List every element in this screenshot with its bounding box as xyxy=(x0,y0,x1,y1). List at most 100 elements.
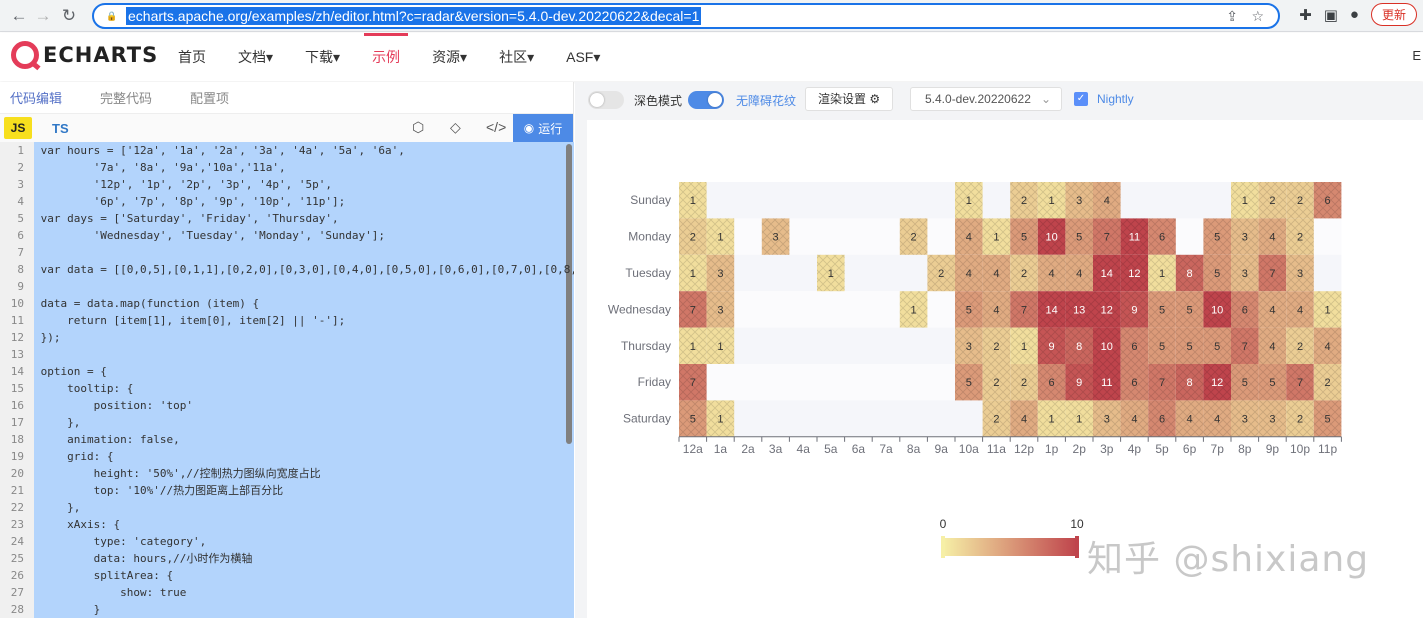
forward-icon[interactable]: → xyxy=(34,6,52,25)
tab-code-edit[interactable]: 代码编辑 xyxy=(10,91,63,106)
nav-item-download[interactable]: 下载▾ xyxy=(305,49,341,65)
visualmap-handle-min[interactable] xyxy=(941,536,945,558)
language-switch[interactable]: E xyxy=(1412,48,1421,63)
code-line[interactable]: 24 type: 'category', xyxy=(0,533,564,550)
code-line[interactable]: 17 }, xyxy=(0,414,564,431)
lang-ts-button[interactable]: TS xyxy=(52,120,69,136)
code-line[interactable]: 2 '7a', '8a', '9a','10a','11a', xyxy=(0,159,564,176)
x-axis-label: 10p xyxy=(1290,442,1310,456)
code-line[interactable]: 12 }); xyxy=(0,329,564,346)
nightly-checkbox[interactable]: ✓ xyxy=(1074,92,1088,106)
decal-toggle[interactable] xyxy=(688,91,724,109)
decal-pattern xyxy=(817,254,845,292)
code-line[interactable]: 14 option = { xyxy=(0,363,564,380)
reload-icon[interactable]: ↻ xyxy=(61,6,77,25)
profile-icon[interactable]: ● xyxy=(1349,6,1359,23)
tab-full-code[interactable]: 完整代码 xyxy=(100,91,153,106)
line-number: 13 xyxy=(0,346,34,363)
nav-item-docs[interactable]: 文档▾ xyxy=(238,49,274,65)
decal-pattern xyxy=(1231,291,1259,328)
code-text: grid: { xyxy=(34,450,114,463)
code-line[interactable]: 28 } xyxy=(0,601,564,618)
code-line[interactable]: 5 var days = ['Saturday', 'Friday', 'Thu… xyxy=(0,210,564,227)
code-line[interactable]: 22 }, xyxy=(0,499,564,516)
heatmap-chart[interactable]: 1 1 2 1 3 4 1 2 2 62 1 3 2 4 1 5 10 5 7 11 6 5 3 4 21 3 1 2 4 4 2 4 4 14 1… xyxy=(587,120,1423,618)
code-line[interactable]: 25 data: hours,//小时作为横轴 xyxy=(0,550,564,567)
address-bar[interactable]: 🔒 echarts.apache.org/examples/zh/editor.… xyxy=(92,3,1280,29)
line-number: 16 xyxy=(0,397,34,414)
decal-pattern xyxy=(1120,327,1149,364)
code-line[interactable]: 16 position: 'top' xyxy=(0,397,564,414)
decal-pattern xyxy=(679,291,707,328)
site-header: ECHARTS 首页 文档▾ 下载▾ 示例 资源▾ 社区▾ ASF▾ E xyxy=(0,33,1423,81)
code-line[interactable]: 15 tooltip: { xyxy=(0,380,564,397)
cell-label: 3 xyxy=(1297,268,1303,280)
nav-item-examples[interactable]: 示例 xyxy=(356,33,416,81)
cell-label: 1 xyxy=(993,232,999,244)
cell-label: 2 xyxy=(993,377,999,389)
x-axis-label: 5a xyxy=(824,442,838,456)
code-line[interactable]: 11 return [item[1], item[0], item[2] || … xyxy=(0,312,564,329)
code-editor[interactable]: 1 var hours = ['12a', '1a', '2a', '3a', … xyxy=(0,142,574,618)
line-number: 26 xyxy=(0,567,34,584)
code-line[interactable]: 6 'Wednesday', 'Tuesday', 'Monday', 'Sun… xyxy=(0,227,564,244)
nav-item-home[interactable]: 首页 xyxy=(178,49,206,65)
echarts-logo[interactable]: ECHARTS xyxy=(11,41,158,69)
star-icon[interactable]: ☆ xyxy=(1251,8,1264,24)
code-line[interactable]: 27 show: true xyxy=(0,584,564,601)
back-icon[interactable]: ← xyxy=(10,6,28,25)
code-line[interactable]: 20 height: '50%',//控制热力图纵向宽度占比 xyxy=(0,465,564,482)
code-text: show: true xyxy=(34,586,187,599)
run-button[interactable]: ◉ 运行 xyxy=(513,114,573,142)
sidepanel-icon[interactable]: ▣ xyxy=(1323,6,1338,24)
nav-item-asf[interactable]: ASF▾ xyxy=(566,49,601,65)
code-line[interactable]: 8 var data = [[0,0,5],[0,1,1],[0,2,0],[0… xyxy=(0,261,574,278)
code-line[interactable]: 26 splitArea: { xyxy=(0,567,564,584)
visualmap-min-label: 0 xyxy=(940,517,947,531)
decal-pattern xyxy=(1231,400,1259,437)
code-line[interactable]: 3 '12p', '1p', '2p', '3p', '4p', '5p', xyxy=(0,176,564,193)
share-icon[interactable]: ⇪ xyxy=(1226,8,1238,24)
code-line[interactable]: 10 data = data.map(function (item) { xyxy=(0,295,564,312)
decal-pattern xyxy=(1286,182,1314,219)
cell-label: 7 xyxy=(1269,268,1275,280)
code-line[interactable]: 9 xyxy=(0,278,564,295)
code-line[interactable]: 13 xyxy=(0,346,564,363)
decal-pattern xyxy=(1010,291,1038,328)
code-line[interactable]: 18 animation: false, xyxy=(0,431,564,448)
line-number: 6 xyxy=(0,227,34,244)
code-line[interactable]: 21 top: '10%'//热力图距离上部百分比 xyxy=(0,482,564,499)
editor-scrollbar[interactable] xyxy=(566,144,572,444)
extensions-icon[interactable]: ✚ xyxy=(1299,6,1312,24)
cell-label: 3 xyxy=(1242,414,1248,426)
cell-label: 1 xyxy=(828,268,834,280)
cube-icon[interactable]: ◇ xyxy=(450,119,461,135)
code-line[interactable]: 1 var hours = ['12a', '1a', '2a', '3a', … xyxy=(0,142,564,159)
decal-pattern xyxy=(1093,327,1121,364)
y-axis-label: Tuesday xyxy=(625,266,671,280)
code-line[interactable]: 4 '6p', '7p', '8p', '9p', '10p', '11p']; xyxy=(0,193,564,210)
visualmap-handle-max[interactable] xyxy=(1075,536,1079,558)
tab-options[interactable]: 配置项 xyxy=(190,91,230,106)
dark-mode-toggle[interactable] xyxy=(588,91,624,109)
code-text: '6p', '7p', '8p', '9p', '10p', '11p']; xyxy=(34,195,346,208)
decal-pattern xyxy=(706,218,735,255)
nav-item-resources[interactable]: 资源▾ xyxy=(432,49,468,65)
format-icon[interactable]: ⬡ xyxy=(412,119,425,135)
x-axis-label: 9p xyxy=(1266,442,1280,456)
lang-js-button[interactable]: JS xyxy=(4,117,32,139)
code-line[interactable]: 7 xyxy=(0,244,564,261)
code-line[interactable]: 19 grid: { xyxy=(0,448,564,465)
nav-item-community[interactable]: 社区▾ xyxy=(499,49,535,65)
url-text[interactable]: echarts.apache.org/examples/zh/editor.ht… xyxy=(126,7,702,25)
cell-label: 3 xyxy=(1242,268,1248,280)
update-button[interactable]: 更新 xyxy=(1370,3,1417,26)
x-axis-label: 6a xyxy=(852,442,866,456)
version-select[interactable]: 5.4.0-dev.20220622 ⌄ xyxy=(910,87,1062,111)
cell-label: 6 xyxy=(1131,377,1137,389)
decal-pattern xyxy=(1065,364,1093,401)
render-settings-button[interactable]: 渲染设置 ⚙ xyxy=(805,87,894,111)
code-icon[interactable]: </> xyxy=(486,119,507,135)
cell-label: 6 xyxy=(1131,341,1137,353)
code-line[interactable]: 23 xAxis: { xyxy=(0,516,564,533)
